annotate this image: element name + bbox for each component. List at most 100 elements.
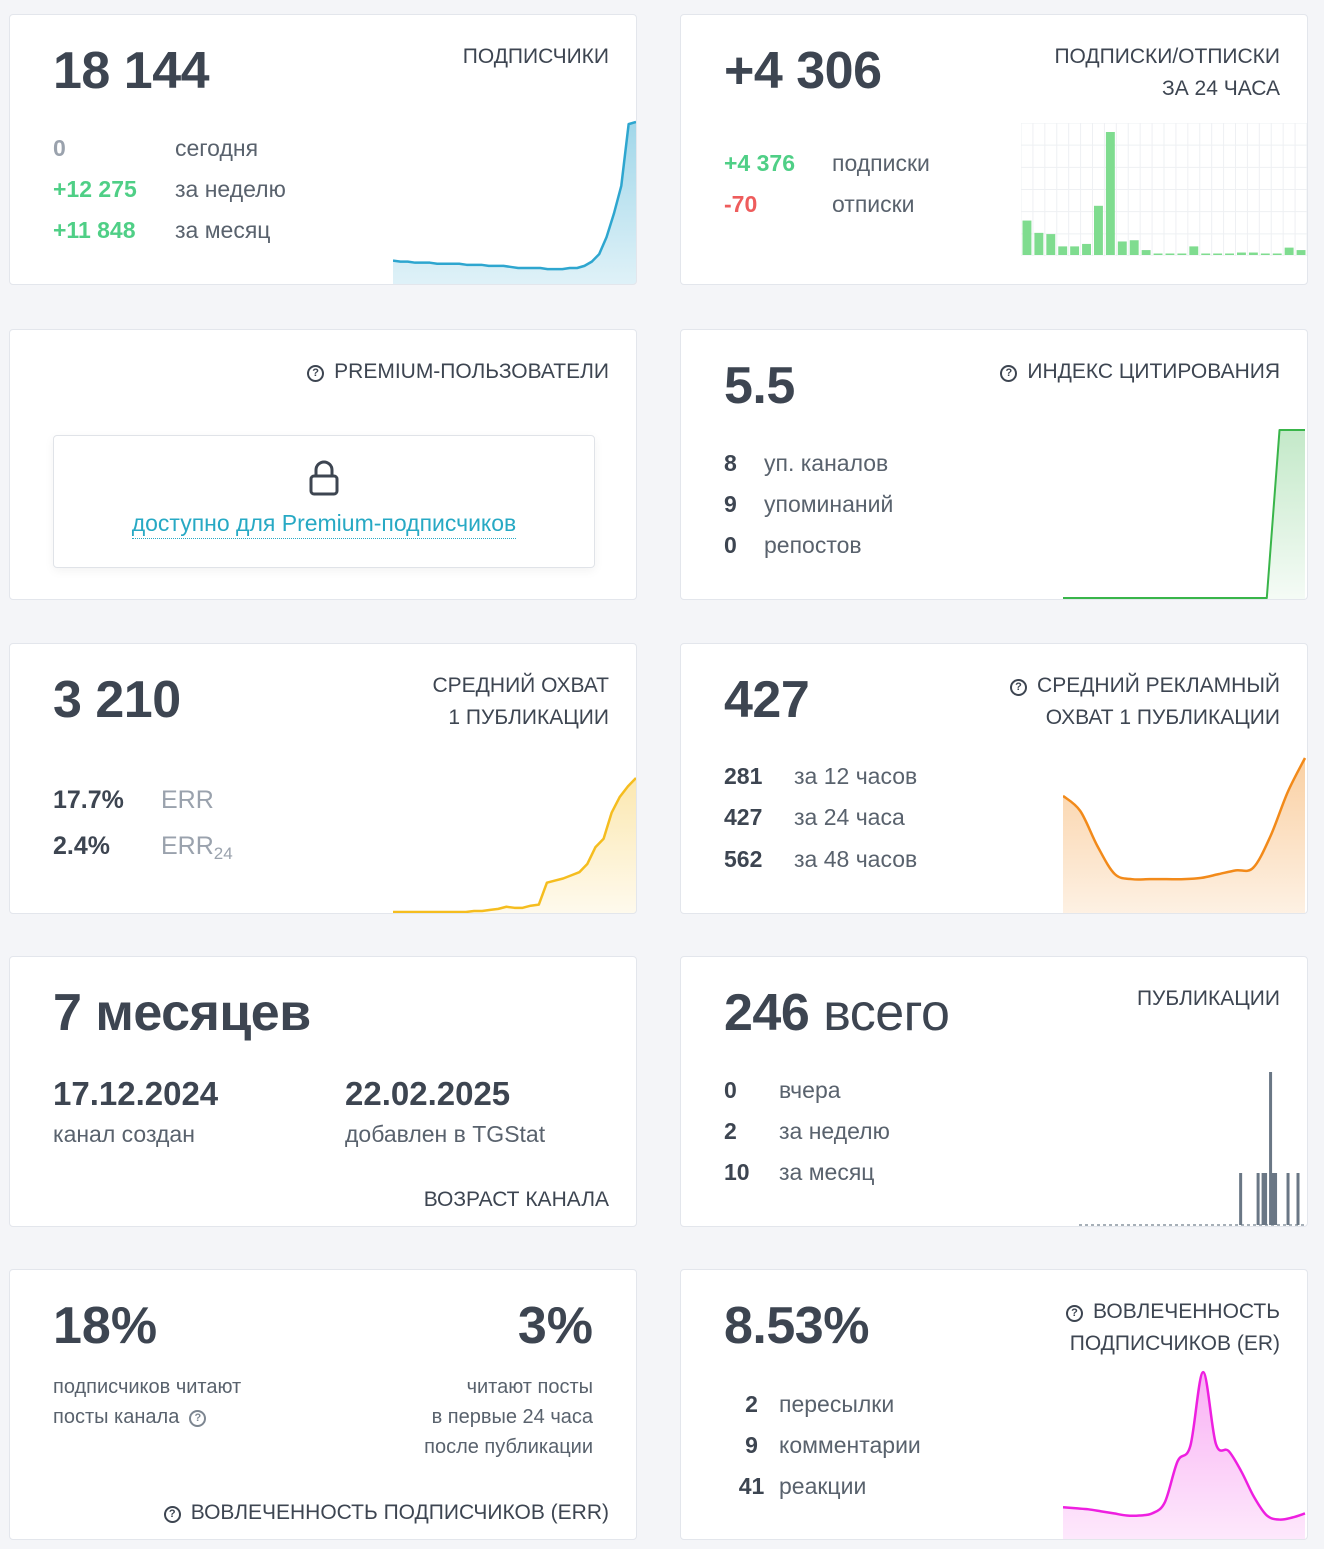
stat-label: подписки (832, 150, 930, 176)
chart-bar (1284, 247, 1294, 255)
premium-lock-box[interactable]: доступно для Premium-подписчиков (53, 435, 595, 568)
chart-area (393, 778, 636, 913)
subscribers-chart[interactable] (393, 118, 637, 285)
label-line: посты канала? (53, 1402, 241, 1432)
stat-row: 8 уп. каналов (724, 443, 888, 484)
stat-label: за 48 часов (794, 846, 918, 872)
publications-card[interactable]: 246 всего ПУБЛИКАЦИИ 0 вчера 2 за неделю 1… (680, 956, 1308, 1227)
ad-reach-title: ? СРЕДНИЙ РЕКЛАМНЫЙ ОХВАТ 1 ПУБЛИКАЦИИ (1010, 670, 1280, 734)
average-reach-chart[interactable] (393, 774, 637, 914)
err-left-block: 18% подписчиков читают посты канала? (53, 1296, 241, 1432)
average-reach-title: СРЕДНИЙ ОХВАТ 1 ПУБЛИКАЦИИ (433, 670, 610, 734)
channel-age-card[interactable]: 7 месяцев 17.12.2024 канал создан 22.02.… (9, 956, 637, 1227)
created-date: 17.12.2024 (53, 1075, 219, 1112)
stat-row: 9 упоминаний (724, 484, 893, 525)
subscriptions-24h-chart[interactable] (1021, 123, 1307, 256)
question-icon[interactable]: ? (163, 1506, 181, 1523)
citation-index-chart[interactable] (1063, 425, 1307, 600)
chart-area (393, 122, 636, 284)
chart-line (1063, 429, 1305, 599)
chart-bar (1058, 246, 1068, 255)
chart-bar (1239, 1173, 1243, 1225)
stat-label: за 12 часов (794, 763, 918, 789)
stat-value: +11 848 (53, 217, 136, 243)
question-icon[interactable]: ? (307, 365, 325, 382)
err-card[interactable]: 18% подписчиков читают посты канала? 3% … (9, 1269, 637, 1540)
subscriptions-24h-card[interactable]: +4 306 ПОДПИСКИ/ОТПИСКИ ЗА 24 ЧАСА +4 37… (680, 14, 1308, 285)
stat-label: за неделю (779, 1118, 890, 1144)
stat-row: 2 за неделю (724, 1111, 890, 1152)
title-line: ? СРЕДНИЙ РЕКЛАМНЫЙ (1010, 670, 1280, 702)
er-title: ? ВОВЛЕЧЕННОСТЬ ПОДПИСЧИКОВ (ER) (1066, 1296, 1280, 1360)
chart-bar (1177, 253, 1187, 255)
stat-label: уп. каналов (764, 450, 889, 476)
ad-reach-card[interactable]: 427 ? СРЕДНИЙ РЕКЛАМНЫЙ ОХВАТ 1 ПУБЛИКАЦИ… (680, 643, 1308, 914)
question-icon[interactable]: ? (189, 1410, 207, 1427)
chart-bar (1261, 1173, 1265, 1225)
premium-link-text[interactable]: доступно для Premium-подписчиков (131, 510, 517, 539)
chart-bar (1260, 253, 1270, 255)
chart-bar (1286, 1173, 1290, 1225)
question-icon[interactable]: ? (1066, 1305, 1084, 1322)
stat-label: за месяц (175, 217, 271, 243)
chart-line (393, 777, 636, 913)
chart-bar (1141, 250, 1151, 255)
premium-users-card[interactable]: ? PREMIUM-ПОЛЬЗОВАТЕЛИ доступно для Premi… (9, 329, 637, 600)
chart-bar (1046, 234, 1056, 255)
stat-value: 17.7% (53, 786, 124, 814)
stat-label: пересылки (779, 1391, 895, 1417)
label-text: посты канала (53, 1406, 180, 1428)
chart-bar (1264, 1173, 1268, 1225)
label-line: подписчиков читают (53, 1376, 242, 1398)
question-icon[interactable]: ? (1000, 365, 1018, 382)
stat-label: отписки (832, 191, 915, 217)
publications-chart[interactable] (1079, 1067, 1305, 1227)
chart-area (1063, 758, 1305, 913)
average-reach-card[interactable]: 3 210 СРЕДНИЙ ОХВАТ 1 ПУБЛИКАЦИИ 17.7% ER… (9, 643, 637, 914)
stat-value: +12 275 (53, 176, 137, 202)
premium-link[interactable]: доступно для Premium-подписчиков (54, 510, 594, 539)
stat-row: +12 275 за неделю (53, 169, 286, 210)
title-line: ? ВОВЛЕЧЕННОСТЬ (1066, 1296, 1280, 1328)
chart-line (1063, 1370, 1306, 1521)
chart-line (1063, 757, 1307, 881)
stat-label: за месяц (779, 1159, 875, 1185)
stat-row: 2.4% ERR24 (53, 826, 233, 867)
stat-value: 427 (724, 804, 763, 830)
publications-title: ПУБЛИКАЦИИ (1136, 987, 1280, 1010)
publications-suffix: всего (823, 984, 950, 1042)
chart-line (393, 120, 636, 271)
chart-area (1063, 430, 1305, 599)
stat-row: 10 за месяц (724, 1152, 874, 1193)
channel-age-title: ВОЗРАСТ КАНАЛА (423, 1188, 609, 1211)
title-text: ИНДЕКС ЦИТИРОВАНИЯ (1027, 360, 1280, 383)
label-line: читают посты (466, 1376, 593, 1398)
title-text: ВОВЛЕЧЕННОСТЬ ПОДПИСЧИКОВ (ERR) (190, 1501, 609, 1524)
title-line: ЗА 24 ЧАСА (1162, 77, 1280, 100)
err-right-block: 3% читают посты в первые 24 часа после п… (424, 1296, 593, 1462)
stat-value: 2 (745, 1391, 758, 1417)
added-date-block: 22.02.2025 добавлен в TGStat (345, 1075, 545, 1148)
stat-value: 281 (724, 763, 763, 789)
stat-label: за 24 часа (794, 804, 905, 830)
chart-bar (1117, 241, 1127, 255)
title-line: ПОДПИСКИ/ОТПИСКИ (1054, 45, 1280, 68)
lock-icon (309, 460, 339, 496)
chart-bar (1213, 253, 1223, 255)
stat-value: 8 (724, 450, 737, 476)
ad-reach-chart[interactable] (1063, 754, 1307, 914)
stat-value: 0 (53, 135, 66, 161)
chart-bar (1105, 132, 1115, 255)
label-line: после публикации (424, 1436, 593, 1458)
question-icon[interactable]: ? (1010, 679, 1028, 696)
stat-row: 2 пересылки (724, 1384, 894, 1425)
stat-value: 41 (738, 1473, 765, 1499)
citation-index-card[interactable]: 5.5 ? ИНДЕКС ЦИТИРОВАНИЯ 8 уп. каналов 9 уп… (680, 329, 1308, 600)
subscribers-card[interactable]: 18 144 ПОДПИСЧИКИ 0 сегодня +12 275 за нед… (9, 14, 637, 285)
label-text: ERR (161, 832, 214, 860)
added-date: 22.02.2025 (345, 1075, 511, 1112)
err-left-label: подписчиков читают посты канала? (53, 1372, 241, 1432)
stat-row: 9 комментарии (724, 1425, 921, 1466)
er-chart[interactable] (1063, 1365, 1307, 1540)
